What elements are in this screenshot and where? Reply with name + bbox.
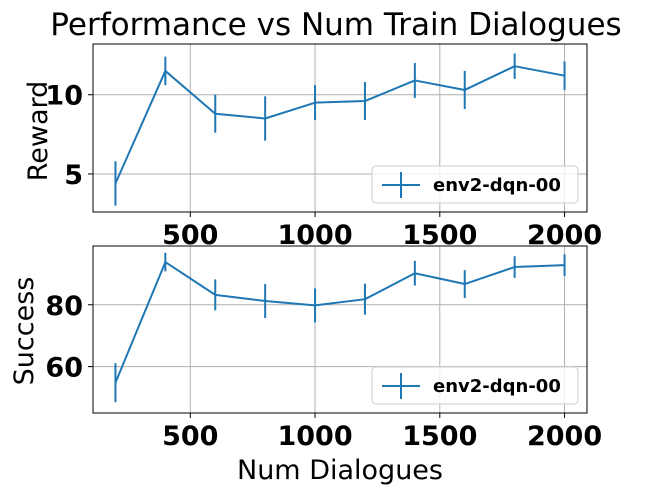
reward-axes-frame (92, 43, 588, 213)
success-x-tick-label: 2000 (527, 421, 602, 452)
success-x-tick-label: 1500 (402, 421, 477, 452)
success-tick-labels: 500 1000 1500 2000 60 80 (45, 291, 602, 452)
success-legend-label: env2-dqn-00 (433, 376, 561, 397)
success-y-axis-label: Success (9, 277, 40, 386)
reward-legend: env2-dqn-00 (371, 165, 579, 204)
success-series-marks (114, 252, 566, 403)
reward-legend-box (371, 165, 579, 204)
success-legend: env2-dqn-00 (371, 366, 579, 405)
reward-y-tick-label: 10 (45, 81, 83, 112)
reward-y-tick-label: 5 (64, 160, 83, 191)
success-legend-box (371, 366, 579, 405)
reward-y-axis-label: Reward (23, 81, 54, 182)
chart-title: Performance vs Num Train Dialogues (50, 7, 621, 43)
reward-series-line (114, 65, 565, 184)
success-y-tick-label: 80 (45, 291, 83, 322)
success-series-line (114, 261, 565, 384)
success-x-axis-label: Num Dialogues (237, 455, 443, 486)
reward-series-marks (114, 53, 566, 206)
success-y-tick-label: 60 (45, 353, 83, 384)
success-x-tick-label: 500 (162, 421, 218, 452)
reward-legend-label: env2-dqn-00 (433, 175, 561, 196)
success-subplot: 500 1000 1500 2000 60 80 Success Num Dialogue… (9, 245, 602, 486)
success-axes-frame (92, 245, 588, 414)
success-x-tick-label: 1000 (277, 421, 352, 452)
